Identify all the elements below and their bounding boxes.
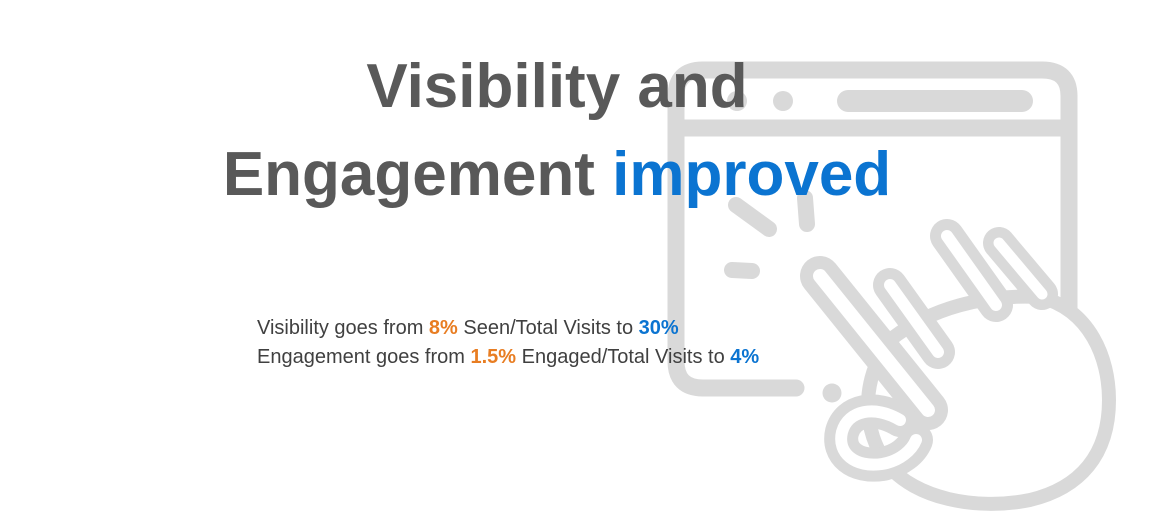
browser-window-frame bbox=[667, 61, 1078, 397]
click-burst-icon bbox=[724, 190, 842, 403]
visibility-prefix: Visibility goes from bbox=[257, 317, 429, 339]
stats-text: Visibility goes from 8% Seen/Total Visit… bbox=[257, 314, 759, 372]
headline-line1: Visibility and bbox=[0, 43, 1114, 131]
hand-cursor-icon bbox=[800, 219, 1116, 511]
engagement-to-value: 4% bbox=[730, 346, 760, 368]
headline-highlight: improved bbox=[612, 140, 892, 209]
browser-dot-icon bbox=[727, 91, 747, 111]
visibility-from-value: 8% bbox=[428, 317, 458, 339]
visibility-middle: Seen/Total Visits to bbox=[457, 317, 639, 339]
browser-window-icon bbox=[667, 61, 1078, 397]
engagement-from-value: 1.5% bbox=[470, 346, 517, 368]
headline-line2: Engagement improved bbox=[0, 131, 1114, 219]
headline: Visibility and Engagement improved bbox=[0, 43, 1114, 219]
headline-line2-text: Engagement bbox=[222, 140, 613, 209]
engagement-prefix: Engagement goes from bbox=[257, 346, 471, 368]
engagement-middle: Engaged/Total Visits to bbox=[516, 346, 731, 368]
headline-line1-text: Visibility and bbox=[366, 52, 748, 121]
stat-line-visibility: Visibility goes from 8% Seen/Total Visit… bbox=[257, 314, 759, 343]
stat-line-engagement: Engagement goes from 1.5% Engaged/Total … bbox=[257, 343, 759, 372]
visibility-to-value: 30% bbox=[638, 317, 679, 339]
browser-dot-icon bbox=[773, 91, 793, 111]
